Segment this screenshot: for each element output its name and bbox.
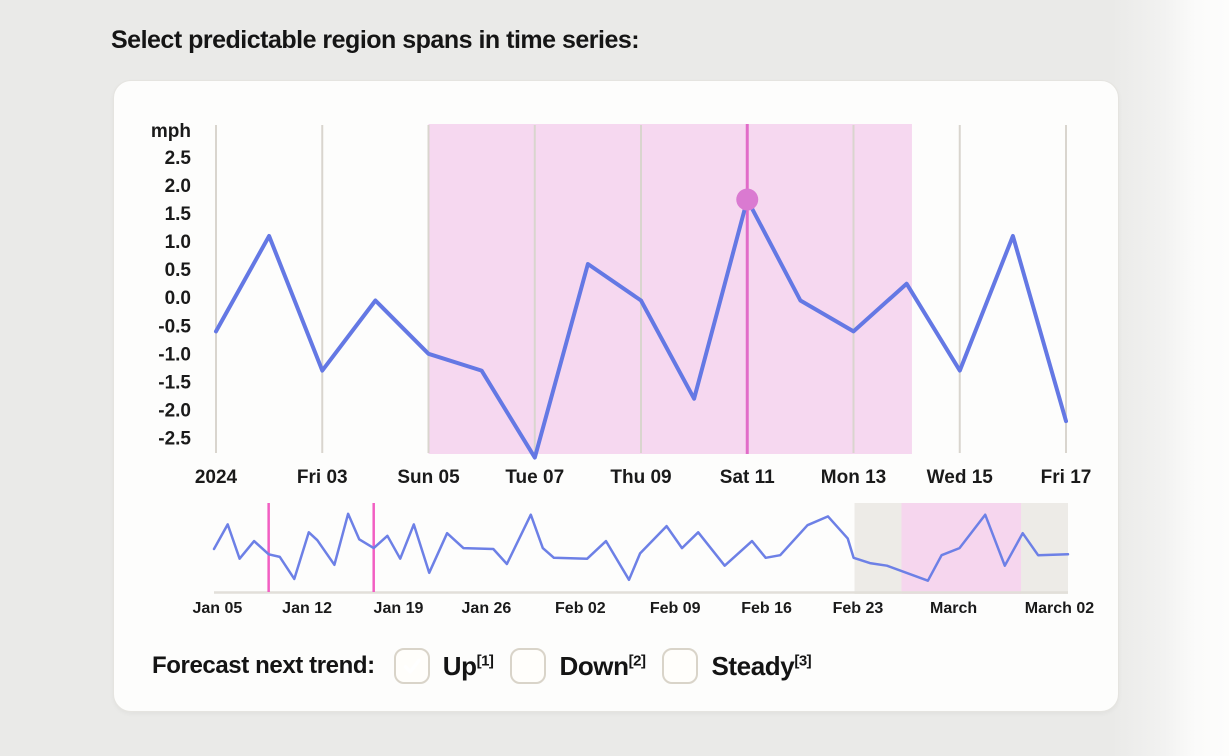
right-edge-gradient: [1111, 0, 1229, 756]
forecast-label: Forecast next trend:: [152, 652, 375, 679]
y-axis-unit-label: mph: [151, 121, 191, 142]
x-tick-label: Wed 15: [927, 467, 994, 488]
page-title: Select predictable region spans in time …: [111, 26, 640, 54]
overview-series-line: [212, 512, 1070, 582]
down-shortcut-badge: [2]: [628, 651, 646, 669]
highlight-marker-dot[interactable]: [736, 188, 759, 211]
y-tick-label: -2.0: [158, 400, 191, 421]
y-tick-label: -0.5: [158, 316, 191, 337]
x-tick-label: Mon 13: [821, 467, 886, 488]
mini-x-tick-label: Feb 16: [741, 600, 792, 617]
y-tick-label: 2.0: [165, 176, 191, 197]
y-tick-label: 1.5: [165, 204, 192, 225]
mini-chart-overview[interactable]: Jan 05 Jan 12 Jan 19 Jan 26 Feb 02 Feb 09 Feb …: [190, 495, 1100, 625]
future-highlight-region[interactable]: [901, 503, 1022, 594]
up-checkbox[interactable]: [393, 648, 430, 684]
up-label: Up[1]: [442, 650, 494, 681]
mini-x-tick-label: March: [930, 600, 977, 617]
y-tick-label: 2.5: [165, 148, 192, 169]
forecast-option-steady: Steady[3]: [662, 648, 812, 684]
x-tick-label: Tue 07: [505, 467, 564, 488]
steady-label: Steady[3]: [711, 650, 812, 681]
mini-x-tick-label: Feb 23: [833, 600, 884, 617]
y-tick-label: -2.5: [158, 428, 191, 449]
x-tick-label: Fri 03: [297, 467, 348, 488]
x-tick-label: Sun 05: [397, 467, 460, 488]
mini-x-tick-label: March 02: [1025, 600, 1094, 617]
x-tick-label: 2024: [195, 467, 238, 488]
y-tick-label: -1.5: [158, 372, 191, 393]
y-tick-label: 0.5: [165, 260, 192, 281]
mini-x-tick-label: Feb 09: [650, 600, 701, 617]
forecast-row: Forecast next trend: Up[1] Down[2] Stead…: [152, 644, 812, 688]
main-chart: 2024 Fri 03 Sun 05 Tue 07 Thu 09 Sat 11 Mon 13…: [151, 121, 1092, 488]
forecast-option-up: Up[1]: [393, 648, 494, 684]
x-tick-label: Fri 17: [1041, 467, 1092, 488]
up-shortcut-badge: [1]: [476, 651, 494, 669]
mini-x-tick-label: Jan 19: [374, 600, 424, 617]
x-tick-label: Thu 09: [610, 467, 671, 488]
y-tick-label: 0.0: [165, 288, 191, 309]
mini-x-tick-label: Jan 26: [462, 600, 512, 617]
mini-x-tick-label: Jan 12: [282, 600, 332, 617]
steady-shortcut-badge: [3]: [794, 651, 812, 669]
mini-x-tick-label: Feb 02: [555, 600, 606, 617]
checkmark-icon: [403, 658, 421, 674]
down-label: Down[2]: [559, 650, 646, 681]
x-tick-label: Sat 11: [720, 467, 775, 488]
steady-checkbox[interactable]: [662, 648, 699, 684]
down-checkbox[interactable]: [510, 648, 547, 684]
mini-x-tick-label: Jan 05: [193, 600, 243, 617]
y-tick-label: -1.0: [158, 344, 191, 365]
forecast-option-down: Down[2]: [510, 648, 646, 684]
y-tick-label: 1.0: [165, 232, 191, 253]
selected-span-region[interactable]: [428, 124, 912, 454]
series-line: [214, 197, 1068, 460]
